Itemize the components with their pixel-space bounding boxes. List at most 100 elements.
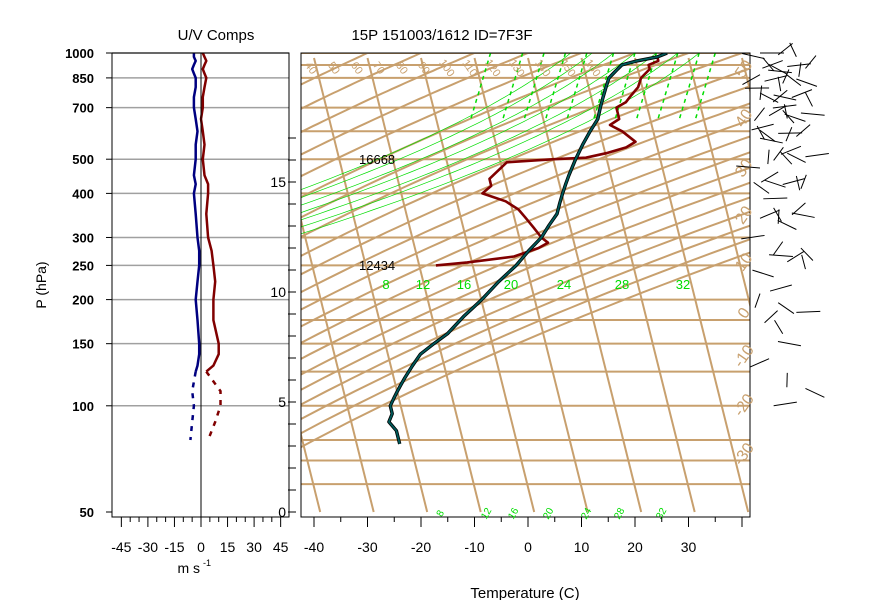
theta-label: 40: [302, 60, 319, 77]
temp-tick-label: -30: [357, 539, 377, 555]
wind-barb: [781, 146, 801, 154]
dry-adiabat-line: [0, 53, 421, 512]
wind-barb: [805, 388, 824, 397]
wind-barb: [773, 242, 782, 255]
wind-barb: [765, 180, 786, 187]
uv-xlabel: m s: [177, 560, 200, 576]
temp-tick-label: 20: [627, 539, 643, 555]
wind-barb: [790, 43, 797, 57]
wind-barb: [796, 311, 820, 312]
dry-adiabat-line: [0, 53, 528, 512]
uv-ytick-label: 1000: [65, 46, 94, 61]
isotherm-line: [314, 58, 427, 512]
wind-barb: [796, 176, 799, 190]
v-component-line: [201, 53, 219, 372]
uv-ytick-label: 700: [72, 101, 94, 116]
temp-tick-label: 0: [524, 539, 532, 555]
dry-adiabat-line: [0, 53, 689, 512]
wind-barb: [801, 175, 806, 189]
height-tick-label: 10: [270, 284, 286, 300]
dry-adiabat-line: [165, 53, 887, 512]
dry-adiabat-line: [0, 53, 475, 512]
wind-barb: [778, 209, 779, 223]
dewpoint-casing: [389, 53, 667, 444]
edge-isotherm-label: -20: [731, 391, 758, 420]
uv-ylabel: P (hPa): [33, 261, 49, 308]
dry-adiabat-line: [0, 53, 887, 512]
edge-isotherm-label: 10: [732, 250, 756, 274]
wind-barb: [754, 182, 769, 193]
wind-barb: [752, 270, 773, 277]
uv-ytick-label: 150: [72, 337, 94, 352]
wind-barb: [796, 79, 817, 86]
dewpoint-line: [389, 53, 667, 444]
wind-barb: [786, 127, 792, 141]
theta-label: 140: [532, 57, 552, 79]
dry-adiabat-line: [0, 53, 887, 512]
wind-barb: [778, 77, 781, 91]
wind-barb: [785, 114, 806, 121]
skew-t-title: 15P 151003/1612 ID=7F3F: [351, 27, 532, 44]
isotherm-line: [0, 58, 106, 512]
uv-series: [190, 53, 220, 440]
wind-barb: [796, 125, 810, 137]
uv-xlabel-exponent: -1: [203, 558, 211, 568]
uv-ytick-label: 300: [72, 230, 94, 245]
uv-xtick-label: 30: [246, 539, 262, 555]
u-component-line: [192, 53, 199, 372]
wind-barb: [801, 113, 825, 115]
wind-barb: [778, 133, 802, 134]
wind-barb: [742, 53, 764, 58]
theta-label: 120: [482, 57, 502, 79]
uv-xtick-label: 15: [220, 539, 236, 555]
uv-ytick-label: 100: [72, 399, 94, 414]
mixing-ratio-label: 16: [457, 277, 471, 292]
wind-barb: [763, 198, 787, 199]
moist-adiabat-label: 16: [506, 506, 521, 522]
wind-barb: [775, 320, 783, 334]
wind-barb: [752, 124, 774, 130]
wind-barb: [774, 208, 782, 222]
wind-barb: [805, 56, 816, 69]
wind-barb: [783, 179, 805, 185]
uv-ytick-label: 500: [72, 152, 94, 167]
height-annotation: 12434: [359, 258, 395, 273]
temp-tick-label: -20: [411, 539, 431, 555]
theta-label: 110: [460, 58, 480, 79]
height-annotation: 16668: [359, 152, 395, 167]
mixing-ratio-label: 20: [504, 277, 518, 292]
wind-barb: [768, 150, 769, 164]
dry-adiabat-line: [187, 53, 887, 512]
uv-xtick-label: -45: [111, 539, 131, 555]
wind-barb: [765, 76, 787, 81]
dry-adiabats: [0, 53, 887, 512]
uv-ytick-label: 850: [72, 71, 94, 86]
uv-title: U/V Comps: [178, 27, 255, 44]
uv-xtick-label: -30: [138, 539, 158, 555]
wind-barb: [770, 285, 792, 291]
skew-t-xlabel: Temperature (C): [470, 585, 579, 600]
edge-isotherm-label: -30: [731, 440, 758, 469]
wind-barb: [802, 255, 806, 269]
theta-label: 80: [393, 60, 410, 77]
wind-barb: [778, 220, 797, 229]
uv-ytick-label: 250: [72, 258, 94, 273]
wind-barb: [805, 93, 812, 107]
isotherm-line: [47, 58, 160, 512]
moist-adiabat-line: [213, 53, 657, 248]
edge-isotherm-label: 40: [732, 106, 756, 130]
wind-barb: [755, 294, 760, 308]
wind-barb: [750, 359, 769, 367]
edge-isotherm-label: 20: [732, 203, 756, 227]
wind-barb: [774, 402, 797, 406]
temp-tick-label: 10: [574, 539, 590, 555]
height-tick-label: 0: [278, 504, 286, 520]
wind-barb: [780, 152, 792, 165]
height-tick-label: 15: [270, 174, 286, 190]
